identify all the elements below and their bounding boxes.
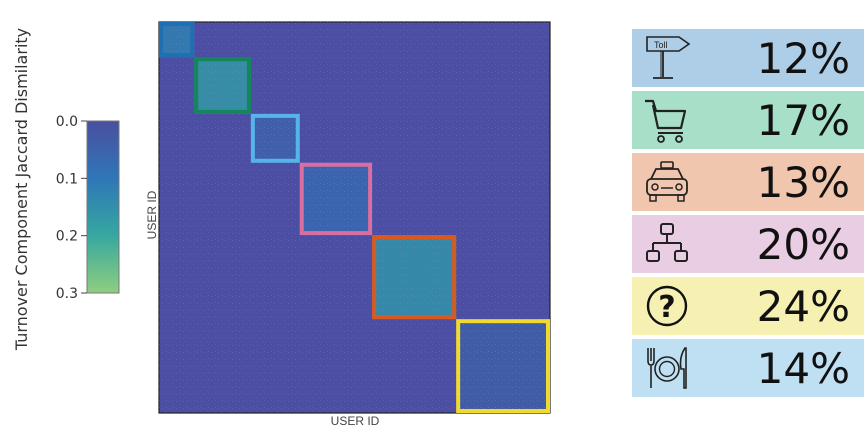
colorbar-gradient [86,120,120,294]
cluster-border-5 [372,235,457,320]
cluster-texture-1 [159,22,195,58]
category-legend: Toll 12% 17% [632,29,864,397]
cluster-border-3 [250,113,300,163]
shopping-cart-icon [632,91,702,149]
colorbar-tick-label: 0.2 [56,229,78,245]
legend-row-unknown: ? 24% [632,277,864,335]
cluster-texture-5 [372,235,457,320]
colorbar-tick-label: 0.0 [56,114,78,130]
colorbar-tick-label: 0.1 [56,171,78,187]
legend-row-toll: Toll 12% [632,29,864,87]
cluster-texture-3 [250,113,300,163]
colorbar: 0.0 0.1 0.2 0.3 [56,114,120,302]
y-axis-label: USER ID [145,190,159,240]
legend-percent: 13% [756,157,850,207]
legend-row-network: 20% [632,215,864,273]
cluster-border-6 [456,319,550,413]
cluster-texture-2 [194,57,251,114]
legend-row-taxi: 13% [632,153,864,211]
x-axis-label: USER ID [330,414,380,428]
legend-percent: 12% [756,33,850,83]
cluster-texture-4 [299,162,373,236]
legend-percent: 20% [756,219,850,269]
question-mark-text: ? [658,290,675,325]
legend-percent: 24% [756,281,850,331]
cluster-texture-6 [456,319,550,413]
heatmap [158,21,551,414]
legend-row-shopping: 17% [632,91,864,149]
question-mark-icon: ? [632,277,702,335]
toll-sign-text: Toll [654,40,668,50]
legend-row-restaurant: 14% [632,339,864,397]
colorbar-tick-label: 0.3 [56,286,78,302]
cluster-border-2 [194,57,251,114]
toll-sign-icon: Toll [632,29,702,87]
cluster-border-4 [299,162,373,236]
restaurant-icon [632,339,702,397]
taxi-icon [632,153,702,211]
network-hierarchy-icon [632,215,702,273]
legend-percent: 14% [756,343,850,393]
cluster-border-1 [159,22,195,58]
legend-percent: 17% [756,95,850,145]
